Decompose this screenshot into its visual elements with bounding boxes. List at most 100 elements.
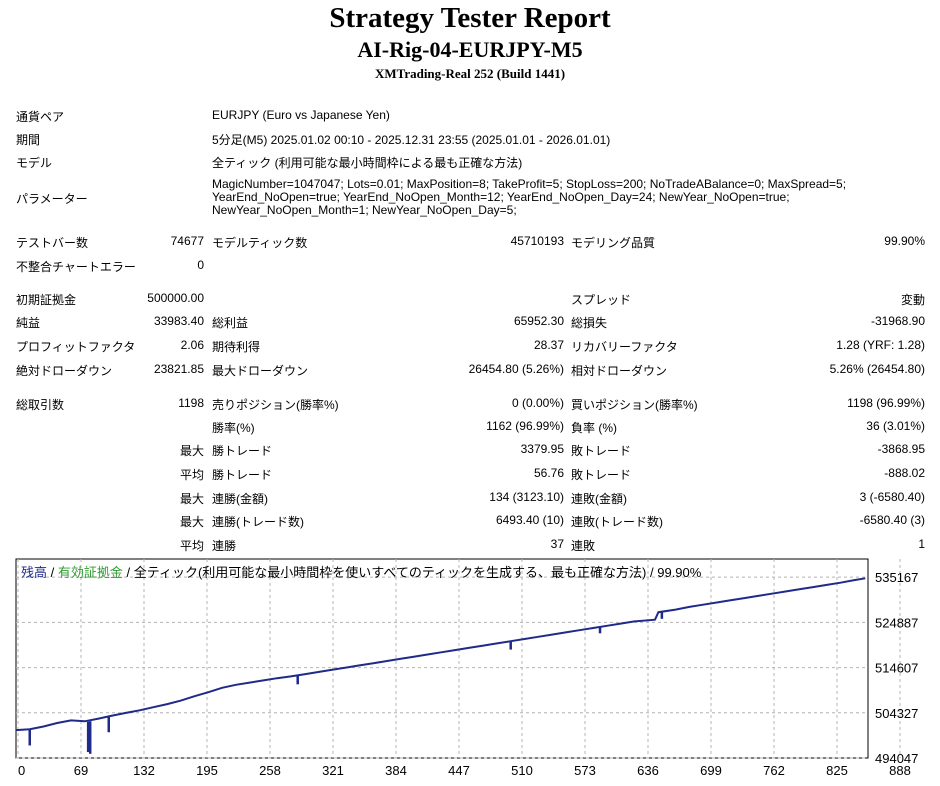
average-row: 平均 勝トレード 56.76 敗トレード -888.02 <box>0 462 940 484</box>
x-tick-label: 132 <box>133 763 155 778</box>
loss-label: 負率 (%) <box>571 421 617 435</box>
avg-loss-value: -888.02 <box>884 466 925 480</box>
x-axis: 0 69 132 195 258 321 384 447 510 573 636 699 762 825 8… <box>18 763 911 778</box>
max-consec-loss-value: 3 (-6580.40) <box>859 490 925 504</box>
deposit-value: 500000.00 <box>147 291 204 305</box>
y-tick-label: 494047 <box>875 751 918 766</box>
x-tick-label: 258 <box>259 763 281 778</box>
gross-loss-value: -31968.90 <box>870 314 925 328</box>
total-trades-value: 1198 <box>178 396 204 410</box>
x-tick-label: 573 <box>574 763 596 778</box>
net-label: 純益 <box>16 316 41 330</box>
y-axis: 535167 524887 514607 504327 494047 <box>875 570 918 766</box>
mismatch-row: 不整合チャートエラー 0 <box>0 254 940 276</box>
ticks-label: モデルティック数 <box>212 236 308 250</box>
params-line-1: MagicNumber=1047047; Lots=0.01; MaxPosit… <box>212 177 847 191</box>
expert-name: AI-Rig-04-EURJPY-M5 <box>357 37 583 62</box>
avg-consec-loss-label: 連敗 <box>571 539 596 553</box>
bars-label: テストバー数 <box>16 236 89 250</box>
chart-legend: 残高 / 有効証拠金 / 全ティック(利用可能な最小時間枠を使いすべてのティック… <box>21 565 702 580</box>
pf-value: 2.06 <box>180 338 204 352</box>
net-value: 33983.40 <box>153 314 204 328</box>
recovery-value: 1.28 (YRF: 1.28) <box>836 338 925 352</box>
x-tick-label: 510 <box>511 763 533 778</box>
long-label: 買いポジション(勝率%) <box>571 398 698 412</box>
win-label: 勝率(%) <box>212 421 255 435</box>
params-line-3: NewYear_NoOpen_Month=1; NewYear_NoOpen_D… <box>212 203 517 217</box>
params-value: MagicNumber=1047047; Lots=0.01; MaxPosit… <box>212 178 912 217</box>
avg-win-label: 勝トレード <box>212 468 273 482</box>
largest-row: 最大 勝トレード 3379.95 敗トレード -3868.95 <box>0 438 940 460</box>
largest-word: 最大 <box>179 444 204 458</box>
rel-dd-value: 5.26% (26454.80) <box>829 362 925 376</box>
quality-value: 99.90% <box>884 234 925 248</box>
recovery-label: リカバリーファクタ <box>571 340 678 354</box>
avg-loss-label: 敗トレード <box>571 468 632 482</box>
mismatch-value: 0 <box>197 258 204 272</box>
chart-frame <box>15 558 869 759</box>
consec-amount-word: 最大 <box>179 492 204 506</box>
symbol-row: 通貨ペア EURJPY (Euro vs Japanese Yen) <box>0 104 940 126</box>
balance-chart: 残高 / 有効証拠金 / 全ティック(利用可能な最小時間枠を使いすべてのティック… <box>15 558 918 778</box>
max-consec-lossamt-label: 連敗(トレード数) <box>571 515 663 529</box>
symbol-value: EURJPY (Euro vs Japanese Yen) <box>212 108 390 122</box>
server-info: XMTrading-Real 252 (Build 1441) <box>374 66 566 81</box>
trades-row: 総取引数 1198 売りポジション(勝率%) 0 (0.00%) 買いポジション… <box>0 392 940 414</box>
max-consec-lossamt-value: -6580.40 (3) <box>859 513 925 527</box>
gross-loss-label: 総損失 <box>571 316 608 330</box>
net-row: 純益 33983.40 総利益 65952.30 総損失 -31968.90 <box>0 310 940 332</box>
average-word: 平均 <box>179 468 204 482</box>
legend-sep-2: / <box>123 565 134 580</box>
y-tick-label: 524887 <box>875 615 918 630</box>
max-consec-profit-label: 連勝(トレード数) <box>212 515 304 529</box>
abs-dd-value: 23821.85 <box>153 362 204 376</box>
consec-amount-row: 最大 連勝(金額) 134 (3123.10) 連敗(金額) 3 (-6580.… <box>0 486 940 508</box>
deposit-row: 初期証拠金 500000.00 スプレッド 変動 <box>0 287 940 309</box>
period-row: 期間 5分足(M5) 2025.01.02 00:10 - 2025.12.31… <box>0 127 940 149</box>
bars-value: 74677 <box>170 234 204 248</box>
legend-sep-3: / <box>646 565 657 580</box>
spread-value: 変動 <box>900 293 925 307</box>
period-label: 期間 <box>16 133 41 147</box>
payoff-value: 28.37 <box>533 338 564 352</box>
pf-row: プロフィットファクタ 2.06 期待利得 28.37 リカバリーファクタ 1.2… <box>0 334 940 356</box>
x-tick-label: 825 <box>826 763 848 778</box>
report-title: Strategy Tester Report <box>329 2 611 34</box>
avg-consec-loss-value: 1 <box>918 537 925 551</box>
chart-grid <box>16 559 901 759</box>
legend-equity: 有効証拠金 <box>58 565 123 580</box>
ticks-value: 45710193 <box>510 234 564 248</box>
x-tick-label: 699 <box>700 763 722 778</box>
max-consec-win-label: 連勝(金額) <box>212 492 268 506</box>
short-value: 0 (0.00%) <box>511 396 564 410</box>
avg-consec-win-label: 連勝 <box>212 539 237 553</box>
params-label: パラメーター <box>16 192 88 206</box>
y-tick-label: 504327 <box>875 706 918 721</box>
x-tick-label: 195 <box>196 763 218 778</box>
deposit-label: 初期証拠金 <box>16 293 77 307</box>
consec-count-row: 最大 連勝(トレード数) 6493.40 (10) 連敗(トレード数) -658… <box>0 509 940 531</box>
largest-loss-label: 敗トレード <box>571 444 632 458</box>
avg-consec-win-value: 37 <box>550 537 564 551</box>
gross-profit-value: 65952.30 <box>513 314 564 328</box>
gross-profit-label: 総利益 <box>212 316 249 330</box>
equity-series <box>28 611 664 754</box>
avg-consec-row: 平均 連勝 37 連敗 1 <box>0 533 940 555</box>
x-tick-label: 888 <box>889 763 911 778</box>
quality-label: モデリング品質 <box>571 236 656 250</box>
params-row: パラメーター <box>0 186 940 208</box>
y-tick-label: 514607 <box>875 661 918 676</box>
x-tick-label: 69 <box>74 763 88 778</box>
avg-win-value: 56.76 <box>533 466 564 480</box>
legend-sep-1: / <box>47 565 58 580</box>
legend-quality: 99.90% <box>657 565 702 580</box>
max-consec-win-value: 134 (3123.10) <box>489 490 564 504</box>
balance-series <box>15 577 866 732</box>
max-consec-loss-label: 連敗(金額) <box>571 492 627 506</box>
params-line-2: YearEnd_NoOpen=true; YearEnd_NoOpen_Mont… <box>212 190 790 204</box>
largest-loss-value: -3868.95 <box>877 442 925 456</box>
drawdown-row: 絶対ドローダウン 23821.85 最大ドローダウン 26454.80 (5.2… <box>0 358 940 380</box>
model-label: モデル <box>16 156 53 170</box>
max-dd-label: 最大ドローダウン <box>212 364 309 378</box>
winrate-row: 勝率(%) 1162 (96.99%) 負率 (%) 36 (3.01%) <box>0 415 940 437</box>
